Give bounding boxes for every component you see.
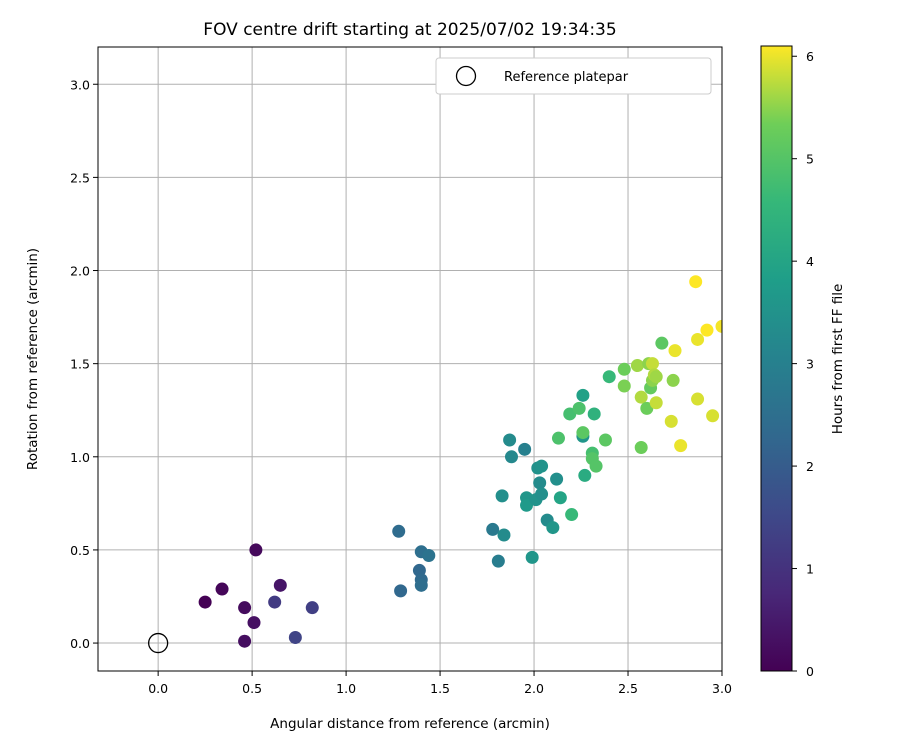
data-point [535,487,549,501]
x-tick-label: 1.0 [336,681,356,696]
data-point [598,433,612,447]
data-point [535,459,549,473]
x-axis-label: Angular distance from reference (arcmin) [270,716,550,732]
legend: Reference platepar [435,57,712,95]
legend-marker [455,65,477,87]
data-point [268,595,282,609]
colorbar-tick-label: 6 [806,49,814,64]
data-point [655,336,669,350]
data-point [503,433,517,447]
colorbar-tick-label: 1 [806,562,814,577]
data-point [495,489,509,503]
colorbar-tick-label: 0 [806,664,814,679]
data-point [691,332,705,346]
y-tick-label: 2.5 [70,170,90,185]
colorbar-tick-label: 2 [806,459,814,474]
data-point [634,390,648,404]
x-tick-label: 1.5 [430,681,450,696]
data-point [563,407,577,421]
legend-box [435,57,712,95]
x-tick-label: 0.0 [148,681,168,696]
colorbar-tick-label: 3 [806,357,814,372]
colorbar-ticks: 0 1 2 3 4 5 6 [792,49,814,679]
colorbar-tick-label: 5 [806,152,814,167]
y-axis-ticks: 0.0 0.5 1.0 1.5 2.0 2.5 3.0 [70,77,98,651]
data-point [422,549,436,563]
colorbar-tick-label: 4 [806,254,814,269]
data-point [394,584,408,598]
data-point [215,582,229,596]
data-point [553,491,567,505]
data-point [525,550,539,564]
data-point [533,476,547,490]
data-point [238,601,252,615]
data-point [617,379,631,393]
reference-platepar-marker [147,632,169,654]
data-point [649,370,663,384]
data-point [572,401,586,415]
data-point [578,468,592,482]
data-point [546,521,560,535]
data-point [305,601,319,615]
y-axis-label: Rotation from reference (arcmin) [25,248,41,470]
data-point [689,275,703,289]
data-point [602,370,616,384]
data-point [491,554,505,568]
y-tick-label: 0.0 [70,636,90,651]
plot-frame [97,46,723,672]
data-point [691,392,705,406]
data-point [520,498,534,512]
data-point [273,578,287,592]
data-point [550,472,564,486]
data-point [617,362,631,376]
x-tick-label: 2.0 [524,681,544,696]
legend-label: Reference platepar [504,70,629,85]
data-point [576,426,590,440]
data-point [414,578,428,592]
data-point [249,543,263,557]
data-point [576,388,590,402]
data-point [587,407,601,421]
data-point [664,414,678,428]
x-tick-label: 0.5 [242,681,262,696]
data-point [486,522,500,536]
data-point [700,323,714,337]
data-point [518,442,532,456]
data-point [565,508,579,522]
data-point [668,344,682,358]
data-point [198,595,212,609]
data-point [666,373,680,387]
data-point [238,634,252,648]
y-tick-label: 1.0 [70,450,90,465]
data-point [551,431,565,445]
chart-title: FOV centre drift starting at 2025/07/02 … [203,20,616,40]
y-tick-label: 0.5 [70,543,90,558]
data-point [504,450,518,464]
colorbar: 0 1 2 3 4 5 6 Hours from first FF file [760,45,846,679]
data-point [649,396,663,410]
x-tick-label: 3.0 [712,681,732,696]
data-point [247,616,261,630]
x-axis-ticks: 0.0 0.5 1.0 1.5 2.0 2.5 3.0 [148,671,732,696]
data-point [715,319,722,333]
data-point [706,409,720,423]
y-tick-label: 2.0 [70,264,90,279]
data-point [634,440,648,454]
colorbar-gradient [760,45,793,672]
gridlines [98,47,723,671]
y-tick-label: 1.5 [70,357,90,372]
data-point [674,439,688,453]
y-tick-label: 3.0 [70,77,90,92]
data-point [392,524,406,538]
data-point [630,359,644,373]
data-point [589,459,603,473]
colorbar-label: Hours from first FF file [830,284,846,435]
data-point [288,630,302,644]
data-points [198,275,722,648]
data-point [640,401,654,415]
data-point [497,528,511,542]
x-tick-label: 2.5 [618,681,638,696]
data-point [645,357,659,371]
